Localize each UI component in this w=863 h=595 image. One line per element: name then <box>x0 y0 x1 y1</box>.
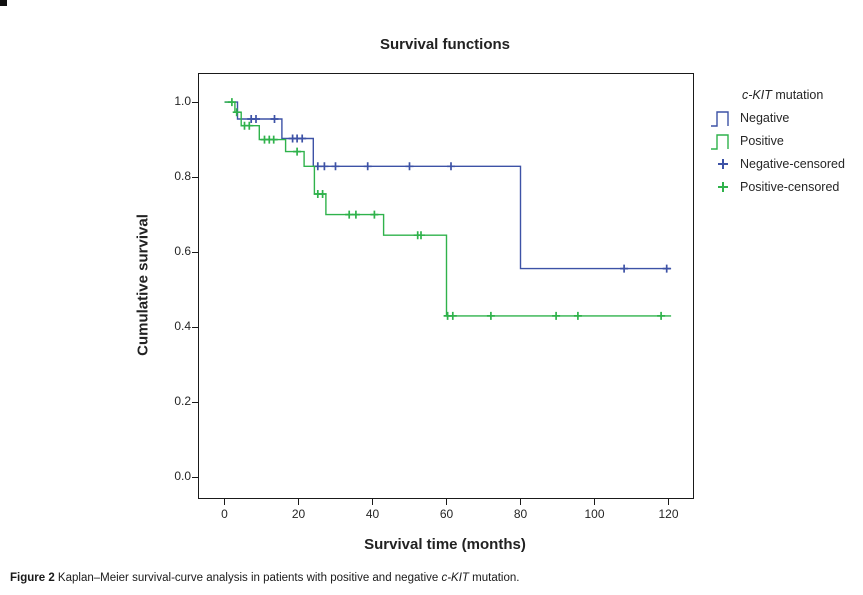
negative-censor-mark <box>252 115 260 123</box>
positive-censored-plus-icon <box>706 176 740 198</box>
legend-label: Negative <box>740 110 790 125</box>
plot-area: 0 20 40 60 80 100 120 1.0 0.8 0.6 0.4 0.2 0.0 <box>174 73 694 521</box>
legend-label: Positive-censored <box>740 179 840 194</box>
negative-step-line-icon <box>706 107 740 129</box>
legend-title-gene: c-KIT <box>742 88 772 102</box>
legend-title-rest: mutation <box>771 88 824 102</box>
x-tick-mark <box>668 499 670 505</box>
legend-title: c-KIT mutation <box>742 88 862 102</box>
negative-censor-mark <box>331 162 340 171</box>
negative-censor-mark <box>620 264 629 273</box>
positive-censor-mark <box>486 311 495 320</box>
negative-censor-mark <box>662 264 671 273</box>
x-tick-label: 120 <box>658 507 679 521</box>
y-tick-label: 0.8 <box>174 169 191 184</box>
chart-title: Survival functions <box>379 36 511 53</box>
positive-censor-mark <box>657 311 666 320</box>
positive-censor-mark <box>232 108 241 117</box>
y-tick-mark <box>192 252 198 254</box>
positive-survival-curve <box>224 101 672 317</box>
legend-entry-positive: Positive <box>706 129 862 152</box>
positive-censor-mark <box>573 311 582 320</box>
positive-censor-mark <box>448 311 457 320</box>
positive-censor-mark <box>370 210 379 219</box>
y-tick-label: 0.6 <box>174 244 191 259</box>
x-tick-label: 80 <box>513 507 528 521</box>
legend-entry-negative: Negative <box>706 106 862 129</box>
x-tick-mark <box>298 499 300 505</box>
y-tick-mark <box>192 327 198 329</box>
negative-censor-mark <box>270 115 279 123</box>
y-tick-label: 0.0 <box>174 469 191 484</box>
y-tick-mark <box>192 102 198 104</box>
scan-artifact <box>0 0 7 6</box>
x-tick-label: 20 <box>291 507 306 521</box>
legend-entry-positive-censored: Positive-censored <box>706 175 862 198</box>
negative-censor-mark <box>447 162 455 171</box>
x-tick-mark <box>520 499 522 505</box>
caption-gene: c-KIT <box>441 572 469 584</box>
negative-survival-curve <box>224 101 672 270</box>
positive-censor-mark <box>227 98 236 107</box>
y-tick-label: 0.2 <box>174 394 191 409</box>
negative-censor-mark <box>298 134 307 143</box>
y-tick-mark <box>192 177 198 179</box>
figure-caption: Figure 2 Kaplan–Meier survival-curve ana… <box>10 572 850 584</box>
positive-censor-mark <box>351 210 360 219</box>
caption-figure-number: Figure 2 <box>10 572 55 584</box>
positive-step-line-icon <box>706 130 740 152</box>
y-tick-mark <box>192 402 198 404</box>
negative-censored-plus-icon <box>706 153 740 175</box>
positive-censor-mark <box>318 190 327 198</box>
x-tick-mark <box>372 499 374 505</box>
legend-label: Positive <box>740 133 784 148</box>
x-tick-label: 100 <box>584 507 605 521</box>
x-axis-label: Survival time (months) <box>364 536 526 553</box>
x-tick-mark <box>594 499 596 505</box>
positive-censor-mark <box>345 210 354 219</box>
x-tick-mark <box>224 499 226 505</box>
negative-censor-mark <box>363 162 372 171</box>
x-tick-mark <box>446 499 448 505</box>
positive-censor-mark <box>417 231 425 240</box>
positive-censor-mark <box>245 121 254 130</box>
x-tick-label: 60 <box>439 507 454 521</box>
caption-text-2: mutation. <box>468 572 520 584</box>
positive-censor-mark <box>293 147 302 156</box>
y-tick-mark <box>192 477 198 479</box>
x-tick-label: 0 <box>221 507 228 521</box>
caption-text-1: Kaplan–Meier survival-curve analysis in … <box>54 572 442 584</box>
legend: c-KIT mutation Negative Positive Negative-… <box>706 88 862 198</box>
y-tick-label: 0.4 <box>174 319 191 334</box>
legend-entry-negative-censored: Negative-censored <box>706 152 862 175</box>
x-tick-label: 40 <box>365 507 380 521</box>
negative-censor-mark <box>405 162 414 171</box>
negative-censor-mark <box>320 162 329 171</box>
positive-censor-mark <box>552 311 561 320</box>
km-plot-svg <box>224 98 672 320</box>
y-axis-label: Cumulative survival <box>134 214 152 356</box>
positive-censor-mark <box>269 135 278 144</box>
y-tick-label: 1.0 <box>174 94 191 109</box>
legend-label: Negative-censored <box>740 156 845 171</box>
